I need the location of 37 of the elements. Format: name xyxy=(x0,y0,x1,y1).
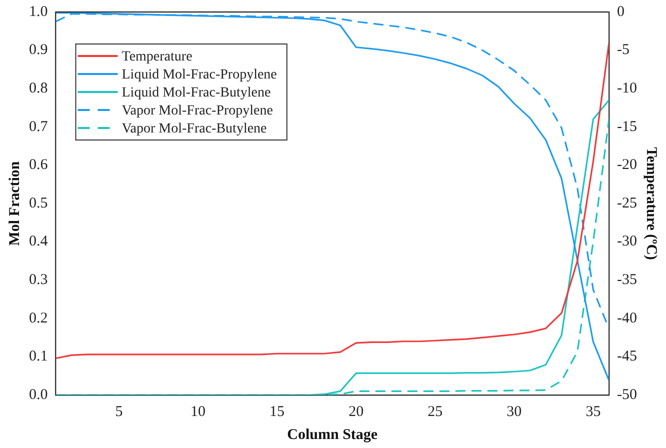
y2-tick-label: -35 xyxy=(617,272,638,288)
legend-label: Vapor Mol-Frac-Butylene xyxy=(122,122,267,137)
y-tick-label: 0.3 xyxy=(29,272,48,288)
y-tick-label: 0.8 xyxy=(29,80,48,97)
x-tick-label: 35 xyxy=(586,404,601,420)
legend-label: Vapor Mol-Frac-Propylene xyxy=(122,104,273,119)
y-axis-title: Mol Fraction xyxy=(6,160,23,246)
y-tick-label: 0.0 xyxy=(29,386,48,403)
x-tick-label: 15 xyxy=(270,404,285,420)
y2-tick-label: -10 xyxy=(617,80,638,97)
y-tick-label: 0.9 xyxy=(29,42,48,58)
y2-tick-label: -50 xyxy=(617,386,638,403)
legend-label: Liquid Mol-Frac-Butylene xyxy=(122,86,271,101)
x-tick-label: 10 xyxy=(190,404,206,420)
x-tick-label: 25 xyxy=(428,404,443,420)
x-axis-title: Column Stage xyxy=(287,426,378,443)
y2-tick-label: -20 xyxy=(617,157,638,174)
x-tick-label: 30 xyxy=(506,404,522,420)
x-tick-label: 20 xyxy=(348,404,364,420)
y-tick-label: 0.4 xyxy=(29,234,48,250)
y-tick-label: 0.7 xyxy=(29,118,48,135)
y-tick-label: 0.5 xyxy=(29,195,48,212)
legend-label: Liquid Mol-Frac-Propylene xyxy=(122,68,277,83)
y2-axis-title: Temperature (ºC) xyxy=(643,147,660,260)
y-tick-label: 0.1 xyxy=(29,348,48,365)
y2-tick-label: -5 xyxy=(617,42,630,58)
y2-tick-label: -40 xyxy=(617,310,638,326)
y2-tick-label: -15 xyxy=(617,118,638,135)
y2-tick-label: -25 xyxy=(617,195,638,212)
legend-label: Temperature xyxy=(122,50,192,65)
y-tick-label: 0.6 xyxy=(29,157,48,174)
y2-tick-label: 0 xyxy=(617,4,625,20)
y2-tick-label: -45 xyxy=(617,348,638,365)
y-tick-label: 0.2 xyxy=(29,310,48,326)
y2-tick-label: -30 xyxy=(617,234,638,250)
y-tick-label: 1.0 xyxy=(29,4,48,20)
x-tick-label: 5 xyxy=(115,404,123,420)
